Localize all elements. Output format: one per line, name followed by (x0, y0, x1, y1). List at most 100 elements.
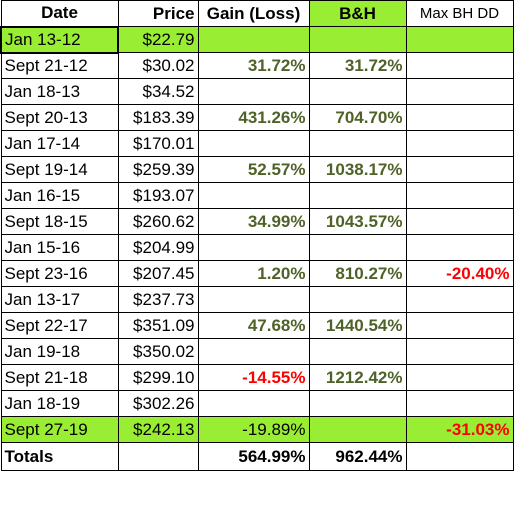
table-row: Jan 16-15 $193.07 (0, 182, 514, 209)
bh-cell[interactable]: 810.27% (308, 260, 407, 287)
bh-cell[interactable] (308, 416, 407, 443)
table-row: Sept 21-12 $30.02 31.72% 31.72% (0, 52, 514, 79)
price-cell[interactable]: $193.07 (117, 182, 199, 209)
gain-loss-cell[interactable] (197, 390, 310, 417)
price-cell[interactable]: $242.13 (117, 416, 199, 443)
date-cell[interactable]: Jan 15-16 (0, 234, 119, 261)
date-cell[interactable]: Jan 18-19 (0, 390, 119, 417)
bh-cell[interactable]: 1212.42% (308, 364, 407, 391)
totals-row: Totals 564.99% 962.44% (0, 442, 514, 471)
bh-cell[interactable] (308, 286, 407, 313)
max-bh-dd-cell[interactable] (405, 182, 514, 209)
max-bh-dd-cell[interactable] (405, 338, 514, 365)
price-cell[interactable]: $237.73 (117, 286, 199, 313)
max-bh-dd-cell[interactable] (405, 130, 514, 157)
bh-cell[interactable] (308, 130, 407, 157)
gain-loss-cell[interactable]: 34.99% (197, 208, 310, 235)
price-cell[interactable]: $34.52 (117, 78, 199, 105)
header-buy-and-hold[interactable]: B&H (308, 0, 407, 27)
bh-cell[interactable] (308, 234, 407, 261)
price-cell[interactable]: $30.02 (117, 52, 199, 79)
header-row: Date Price Gain (Loss) B&H Max BH DD (0, 0, 514, 27)
max-bh-dd-cell[interactable] (405, 156, 514, 183)
totals-label[interactable]: Totals (0, 442, 119, 471)
table-row: Sept 23-16 $207.45 1.20% 810.27% -20.40% (0, 260, 514, 287)
gain-loss-cell[interactable]: -14.55% (197, 364, 310, 391)
date-cell[interactable]: Jan 13-17 (0, 286, 119, 313)
gain-loss-cell[interactable] (197, 234, 310, 261)
table-row: Sept 18-15 $260.62 34.99% 1043.57% (0, 208, 514, 235)
price-cell[interactable]: $351.09 (117, 312, 199, 339)
max-bh-dd-cell[interactable] (405, 312, 514, 339)
gain-loss-cell[interactable]: 1.20% (197, 260, 310, 287)
date-cell[interactable]: Sept 22-17 (0, 312, 119, 339)
price-cell[interactable]: $259.39 (117, 156, 199, 183)
gain-loss-cell[interactable] (197, 78, 310, 105)
date-cell[interactable]: Jan 19-18 (0, 338, 119, 365)
bh-cell[interactable]: 704.70% (308, 104, 407, 131)
bh-cell[interactable] (308, 338, 407, 365)
totals-gain-cell[interactable]: 564.99% (197, 442, 310, 471)
bh-cell[interactable]: 1038.17% (308, 156, 407, 183)
gain-loss-cell[interactable]: 47.68% (197, 312, 310, 339)
gain-loss-cell[interactable] (197, 26, 310, 53)
max-bh-dd-cell[interactable] (405, 104, 514, 131)
table-row: Jan 13-12 $22.79 (0, 25, 514, 54)
bh-cell[interactable] (308, 26, 407, 53)
totals-dd-cell[interactable] (405, 442, 514, 471)
gain-loss-cell[interactable]: 431.26% (197, 104, 310, 131)
bh-cell[interactable] (308, 78, 407, 105)
date-cell[interactable]: Sept 18-15 (0, 208, 119, 235)
max-bh-dd-cell[interactable] (405, 208, 514, 235)
gain-loss-cell[interactable]: -19.89% (197, 416, 310, 443)
max-bh-dd-cell[interactable]: -31.03% (405, 416, 514, 443)
table-row: Sept 20-13 $183.39 431.26% 704.70% (0, 104, 514, 131)
gain-loss-cell[interactable] (197, 338, 310, 365)
date-cell[interactable]: Sept 27-19 (0, 416, 119, 443)
max-bh-dd-cell[interactable] (405, 364, 514, 391)
header-price[interactable]: Price (117, 0, 199, 27)
date-cell[interactable]: Jan 17-14 (0, 130, 119, 157)
gain-loss-cell[interactable] (197, 182, 310, 209)
bh-cell[interactable]: 31.72% (308, 52, 407, 79)
max-bh-dd-cell[interactable]: -20.40% (405, 260, 514, 287)
header-date[interactable]: Date (0, 0, 119, 27)
price-cell[interactable]: $299.10 (117, 364, 199, 391)
date-cell[interactable]: Sept 21-12 (0, 52, 119, 79)
date-cell[interactable]: Sept 23-16 (0, 260, 119, 287)
date-cell[interactable]: Jan 13-12 (0, 25, 119, 54)
price-cell[interactable]: $260.62 (117, 208, 199, 235)
max-bh-dd-cell[interactable] (405, 52, 514, 79)
gain-loss-cell[interactable] (197, 130, 310, 157)
max-bh-dd-cell[interactable] (405, 78, 514, 105)
max-bh-dd-cell[interactable] (405, 234, 514, 261)
totals-price-cell[interactable] (117, 442, 199, 471)
date-cell[interactable]: Sept 20-13 (0, 104, 119, 131)
price-cell[interactable]: $302.26 (117, 390, 199, 417)
table-row: Sept 27-19 $242.13 -19.89% -31.03% (0, 416, 514, 443)
date-cell[interactable]: Jan 18-13 (0, 78, 119, 105)
date-cell[interactable]: Jan 16-15 (0, 182, 119, 209)
bh-cell[interactable] (308, 390, 407, 417)
price-cell[interactable]: $207.45 (117, 260, 199, 287)
price-cell[interactable]: $204.99 (117, 234, 199, 261)
gain-loss-cell[interactable]: 31.72% (197, 52, 310, 79)
price-cell[interactable]: $350.02 (117, 338, 199, 365)
header-gain-loss[interactable]: Gain (Loss) (197, 0, 310, 27)
price-cell[interactable]: $22.79 (117, 26, 199, 53)
date-cell[interactable]: Sept 19-14 (0, 156, 119, 183)
bh-cell[interactable] (308, 182, 407, 209)
totals-bh-cell[interactable]: 962.44% (308, 442, 407, 471)
date-cell[interactable]: Sept 21-18 (0, 364, 119, 391)
gain-loss-cell[interactable]: 52.57% (197, 156, 310, 183)
bh-cell[interactable]: 1440.54% (308, 312, 407, 339)
table-row: Sept 19-14 $259.39 52.57% 1038.17% (0, 156, 514, 183)
max-bh-dd-cell[interactable] (405, 26, 514, 53)
gain-loss-cell[interactable] (197, 286, 310, 313)
price-cell[interactable]: $183.39 (117, 104, 199, 131)
max-bh-dd-cell[interactable] (405, 286, 514, 313)
header-max-bh-drawdown[interactable]: Max BH DD (405, 0, 514, 27)
bh-cell[interactable]: 1043.57% (308, 208, 407, 235)
price-cell[interactable]: $170.01 (117, 130, 199, 157)
max-bh-dd-cell[interactable] (405, 390, 514, 417)
